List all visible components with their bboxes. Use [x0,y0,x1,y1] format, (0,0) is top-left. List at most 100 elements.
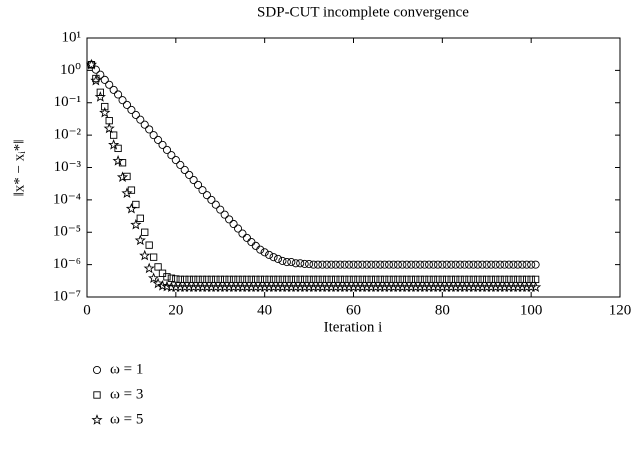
x-tick-label: 60 [346,302,361,318]
data-point [438,260,447,269]
data-point [340,260,349,269]
y-tick-label: 10⁻⁵ [53,224,81,240]
data-point [90,74,102,86]
legend-label: ω = 3 [110,386,143,402]
data-point [114,90,123,99]
data-point [345,260,354,269]
data-point [260,248,269,257]
data-point [136,115,145,124]
data-point [121,187,133,199]
data-point [362,260,371,269]
data-point [282,258,291,267]
data-point [136,214,144,222]
data-point [473,260,482,269]
data-point [127,186,136,194]
data-point [96,88,104,96]
data-point [464,260,474,269]
data-point [278,256,287,265]
data-point [149,253,158,261]
data-point [460,260,469,269]
y-tick-label: 10⁻³ [54,159,82,175]
data-point [220,210,229,219]
data-point [171,155,180,165]
data-point [176,160,185,169]
data-point [447,260,456,269]
x-tick-label: 100 [520,302,543,318]
data-point [242,233,251,242]
data-point [163,273,171,281]
data-point [130,218,142,230]
data-point [211,200,220,209]
data-point [154,135,163,144]
data-point [100,75,109,84]
data-point [105,80,114,89]
data-point [265,250,274,259]
data-point [273,254,283,263]
data-point [305,260,314,269]
data-point [371,260,380,269]
data-point [193,180,203,189]
data-point [527,260,536,269]
y-tick-label: 10⁻⁶ [53,256,81,272]
data-point [482,260,491,269]
data-point [327,260,336,269]
data-point [238,229,247,238]
data-point [233,224,243,233]
data-point [287,258,296,267]
x-tick-label: 120 [609,302,632,318]
data-point [353,260,362,269]
data-point [411,260,420,269]
data-point [380,260,389,269]
data-point [313,260,323,269]
data-point [478,260,487,269]
data-point [442,260,451,269]
data-point [94,91,106,102]
data-point [336,260,345,269]
data-point [103,122,115,134]
data-point [420,260,429,269]
legend-label: ω = 5 [110,411,143,427]
data-point [140,120,149,129]
y-tick-label: 10¹ [62,29,82,45]
data-point [158,140,167,149]
data-point [134,234,146,246]
data-point [112,155,124,166]
data-point [509,260,518,269]
data-point [139,249,151,261]
data-point [322,260,331,269]
data-point [358,260,367,269]
x-tick-label: 20 [168,302,183,318]
y-tick-label: 10⁻¹ [54,94,81,110]
data-point [251,241,260,250]
x-tick-label: 0 [83,302,91,318]
data-point [145,125,154,134]
data-point [108,138,120,150]
data-point [407,260,416,269]
data-point [116,171,129,183]
data-point [398,260,407,269]
data-point [522,260,531,269]
data-point [131,110,140,119]
data-point [491,260,500,269]
data-point [122,100,132,109]
data-point [101,102,109,111]
data-point [367,260,376,269]
data-point [99,106,111,118]
data-point [141,228,149,236]
data-point [451,260,460,269]
data-point [256,245,265,254]
data-point [225,215,234,224]
data-point [154,263,162,271]
data-point [500,260,509,269]
y-axis-label: ‖x* − xᵢ*‖ [11,140,27,197]
data-point [198,186,207,195]
data-point [496,260,505,269]
data-point [207,195,216,204]
legend-label: ω = 1 [110,361,143,377]
data-point [393,260,402,269]
y-tick-label: 10⁻⁴ [53,191,81,207]
data-point [429,260,438,269]
data-point [85,58,98,70]
data-point [513,260,522,269]
y-tick-label: 10⁻⁷ [53,288,81,304]
